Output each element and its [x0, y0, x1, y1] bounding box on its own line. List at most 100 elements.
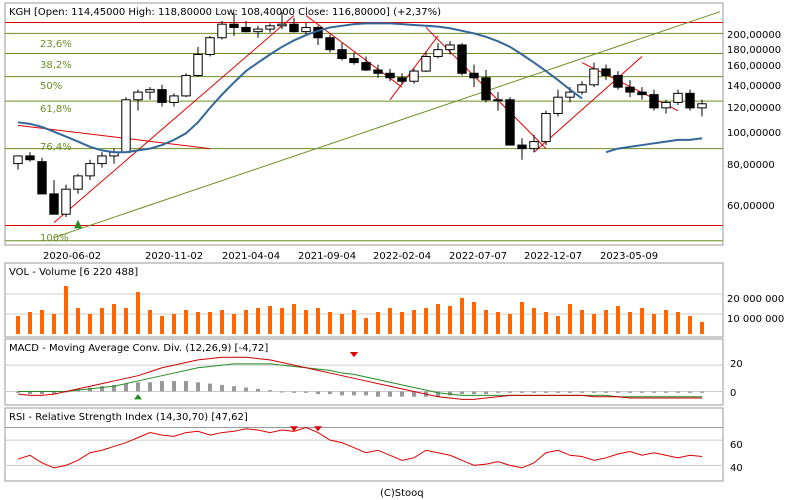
- volume-bar: [688, 316, 692, 334]
- fib-label-23: 23,6%: [40, 39, 72, 50]
- candle-body: [397, 77, 407, 82]
- candle-body: [253, 28, 263, 33]
- volume-bar: [664, 310, 668, 334]
- candle-body: [481, 77, 491, 101]
- volume-bar: [604, 310, 608, 334]
- price-ytick: 100,00000: [727, 128, 781, 139]
- sell-signal-icon: [350, 352, 358, 358]
- volume-bar: [520, 302, 524, 334]
- fib-label-76: 76,4%: [40, 142, 72, 153]
- candle-body: [169, 95, 179, 103]
- macd-histogram-bar: [628, 391, 632, 393]
- red-trend-line: [533, 56, 643, 153]
- volume-bar: [508, 314, 512, 334]
- candle-body: [121, 99, 131, 153]
- volume-bar: [256, 308, 260, 334]
- volume-bar: [208, 312, 212, 334]
- macd-histogram-bar: [688, 391, 692, 393]
- volume-bar: [472, 302, 476, 334]
- volume-bar: [568, 304, 572, 334]
- volume-bar: [160, 316, 164, 334]
- volume-bar: [148, 310, 152, 334]
- macd-histogram-bar: [436, 391, 440, 397]
- macd-histogram-bar: [220, 384, 224, 392]
- macd-histogram-bar: [700, 391, 704, 393]
- candle-body: [517, 144, 527, 150]
- macd-histogram-bar: [508, 391, 512, 393]
- xtick-label: 2021-04-04: [222, 251, 280, 262]
- moving-average-line: [17, 22, 583, 154]
- volume-bar: [592, 314, 596, 334]
- xtick-label: 2021-09-04: [298, 251, 356, 262]
- volume-bar: [220, 310, 224, 334]
- xtick-label: 2020-11-02: [145, 251, 203, 262]
- xtick-label: 2022-02-04: [373, 251, 431, 262]
- volume-bar: [64, 286, 68, 334]
- candle-body: [25, 155, 35, 161]
- macd-ytick: 20: [730, 359, 743, 370]
- macd-histogram-bar: [472, 391, 476, 395]
- candle-body: [337, 49, 347, 59]
- macd-histogram-bar: [592, 391, 596, 393]
- candle-body: [685, 92, 695, 109]
- volume-bar: [532, 308, 536, 334]
- candle-body: [457, 44, 467, 74]
- macd-histogram-bar: [256, 388, 260, 392]
- volume-bar: [328, 312, 332, 334]
- macd-histogram-bar: [388, 391, 392, 397]
- candle-body: [625, 86, 635, 93]
- buy-signal-icon: [134, 394, 142, 400]
- candle-body: [37, 161, 47, 195]
- candle-body: [613, 75, 623, 88]
- candle-body: [49, 193, 59, 215]
- volume-bar: [436, 304, 440, 334]
- macd-histogram-bar: [160, 380, 164, 392]
- candle-body: [385, 72, 395, 79]
- macd-histogram-bar: [544, 391, 548, 393]
- candle-body: [145, 89, 155, 93]
- price-ytick: 200,00000: [727, 30, 781, 41]
- macd-histogram-bar: [88, 387, 92, 392]
- macd-histogram-bar: [412, 391, 416, 397]
- volume-bar: [496, 312, 500, 334]
- candlestick-series: [13, 11, 707, 217]
- price-ytick: 120,00000: [727, 103, 781, 114]
- macd-histogram-bar: [52, 391, 56, 395]
- volume-bar: [412, 310, 416, 334]
- sell-signal-icon: [290, 426, 298, 432]
- macd-histogram-bar: [496, 391, 500, 393]
- candle-body: [277, 23, 287, 27]
- volume-ytick: 20 000 000: [727, 294, 784, 305]
- buy-arrow-icon: [74, 219, 82, 229]
- candle-body: [361, 62, 371, 71]
- fib-label-61: 61,8%: [40, 104, 72, 115]
- xtick-label: 2022-07-07: [449, 251, 507, 262]
- candle-body: [157, 89, 167, 103]
- volume-bar: [340, 314, 344, 334]
- macd-histogram-bar: [448, 391, 452, 396]
- macd-histogram-bar: [664, 391, 668, 393]
- macd-histogram-bar: [640, 391, 644, 393]
- volume-bar: [124, 308, 128, 334]
- macd-histogram-bar: [568, 391, 572, 393]
- candle-body: [241, 26, 251, 33]
- macd-signal-line: [18, 363, 702, 398]
- candle-body: [193, 54, 203, 77]
- candle-body: [301, 26, 311, 33]
- candle-body: [85, 163, 95, 177]
- volume-bar: [172, 314, 176, 334]
- xtick-label: 2023-05-09: [600, 251, 658, 262]
- macd-histogram-bar: [136, 382, 140, 392]
- volume-bar: [292, 304, 296, 334]
- volume-bar: [700, 322, 704, 334]
- volume-bar: [544, 312, 548, 334]
- candle-body: [421, 55, 431, 72]
- candle-body: [469, 72, 479, 79]
- candle-body: [289, 23, 299, 33]
- volume-bar: [484, 310, 488, 334]
- candle-body: [229, 23, 239, 28]
- rsi-ytick: 40: [730, 463, 743, 474]
- candle-body: [649, 94, 659, 109]
- macd-histogram-bar: [100, 386, 104, 392]
